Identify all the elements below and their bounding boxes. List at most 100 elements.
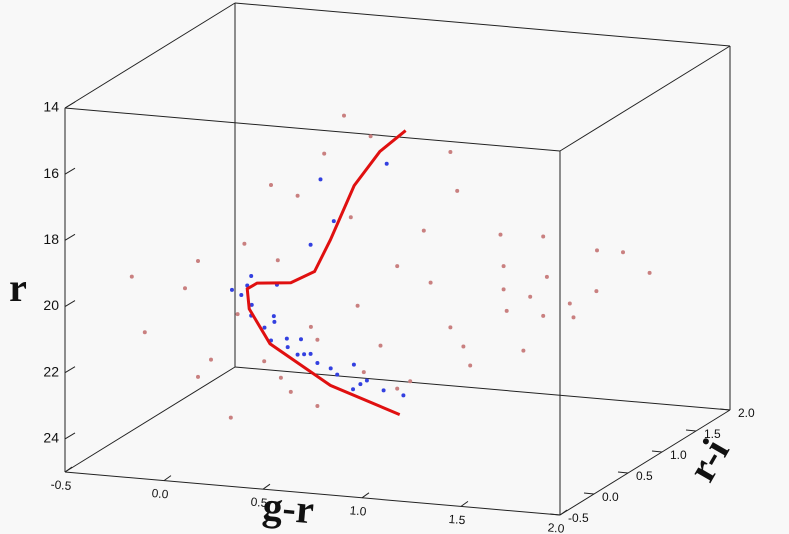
point (501, 264, 506, 269)
point (129, 274, 134, 279)
point (594, 289, 599, 294)
point (428, 280, 433, 285)
x-tick-label: -0.5 (50, 477, 72, 493)
point (544, 274, 549, 279)
point (395, 386, 400, 391)
y-tick-label: 16 (43, 165, 59, 181)
point (308, 242, 313, 247)
z-tick-label: 1.0 (670, 448, 687, 462)
point (209, 357, 213, 362)
z-tick-label: 2.0 (738, 406, 755, 420)
x-tick-label: 0.0 (151, 486, 169, 501)
point (262, 325, 267, 330)
x-tick-label: 1.5 (448, 512, 466, 527)
x-tick (361, 492, 370, 499)
box-edge (559, 45, 731, 152)
x-tick (64, 466, 73, 473)
point (331, 219, 336, 224)
box-edge (234, 2, 731, 47)
box-edge (559, 409, 731, 516)
point (242, 241, 247, 246)
point (302, 352, 307, 357)
point (528, 294, 533, 299)
point (249, 302, 254, 307)
point (408, 379, 413, 384)
point (421, 228, 426, 233)
point (183, 286, 187, 291)
point (269, 183, 273, 188)
point (308, 351, 313, 356)
x-tick-label: 2.0 (547, 520, 565, 534)
z-tick-label: 0.5 (636, 469, 653, 483)
point (355, 303, 360, 308)
x-tick-label: 0.5 (250, 495, 268, 510)
point (351, 387, 356, 392)
point (284, 336, 289, 341)
isochrone-line (245, 129, 407, 416)
point (322, 151, 327, 156)
y-tick (64, 167, 76, 175)
z-tick (651, 450, 663, 453)
y-tick (64, 233, 76, 241)
point (315, 337, 320, 342)
point (328, 366, 333, 371)
point (318, 177, 323, 182)
y-tick-label: 22 (43, 363, 59, 379)
point (285, 345, 290, 350)
point (278, 375, 283, 380)
plot-area (129, 113, 652, 420)
y-tick-label: 18 (43, 231, 59, 247)
x-tick (262, 483, 271, 490)
x-tick (460, 500, 469, 507)
point (229, 287, 234, 292)
point (378, 343, 383, 348)
point (196, 374, 200, 379)
point (262, 359, 267, 364)
point (368, 134, 373, 139)
y-tick-label: 20 (43, 297, 59, 313)
point (272, 319, 277, 324)
x-tick-label: 1.0 (349, 503, 367, 518)
x-tick (559, 509, 568, 516)
point (358, 382, 363, 387)
z-tick (719, 408, 731, 411)
point (448, 150, 453, 154)
point (498, 232, 503, 237)
box-edge (64, 107, 561, 152)
point (351, 362, 356, 367)
point (468, 363, 473, 368)
x-tick (163, 475, 172, 482)
point (295, 352, 300, 357)
point (295, 193, 300, 198)
point (541, 234, 546, 239)
y-tick (64, 101, 76, 109)
y-tick-label: 14 (43, 99, 59, 115)
point (521, 348, 526, 353)
point (335, 372, 340, 377)
point (455, 188, 460, 193)
point (361, 370, 366, 375)
point (395, 264, 400, 269)
point (567, 301, 572, 306)
point (275, 258, 280, 263)
y-tick-label: 24 (43, 430, 59, 446)
point (621, 250, 625, 255)
z-tick-label: -0.5 (568, 511, 589, 525)
z-tick (617, 471, 629, 474)
point (501, 287, 506, 292)
point (595, 248, 599, 253)
point (384, 161, 389, 166)
box-edge (64, 366, 236, 473)
point (647, 270, 652, 275)
point (541, 313, 546, 318)
z-tick (583, 492, 595, 495)
point (308, 324, 313, 329)
point (288, 389, 293, 394)
point (235, 312, 240, 317)
point (461, 344, 466, 349)
point (249, 273, 254, 278)
point (401, 393, 406, 398)
point (239, 292, 244, 297)
point (196, 259, 200, 264)
